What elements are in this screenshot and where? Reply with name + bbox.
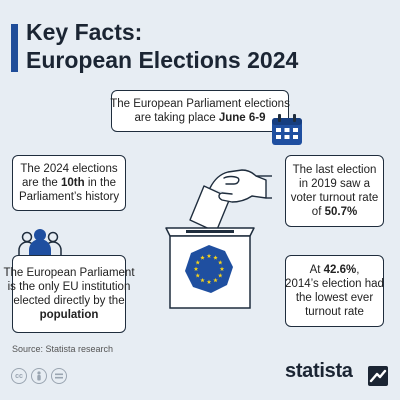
fact-box-direct-election: The European Parliament is the only EU i… [3,255,135,333]
eu-star [219,266,225,271]
eu-star [195,260,201,265]
eu-star [206,253,212,258]
direct-line-3: elected directly by the [13,295,125,307]
tenth-line-2-prefix: are the [22,177,62,189]
eu-star [217,273,223,278]
eu-star [193,266,199,271]
tenth-line-2-suffix: in the [84,177,116,189]
license-icons: cc [11,368,67,384]
eu-star [200,277,205,283]
calendar-icon [272,114,302,145]
fact-box-turnout-2019: The last election in 2019 saw a voter tu… [285,155,384,227]
direct-line-2: is the only EU institution [7,281,131,293]
title-line-2: European Elections 2024 [26,47,299,73]
attribution-icon[interactable] [31,368,47,384]
source-note: Source: Statista research [12,344,114,354]
page-title: Key Facts: European Elections 2024 [26,18,366,74]
dates-line-2-prefix: are taking place [134,112,219,124]
lowest-line-4: turnout rate [305,306,364,318]
fact-box-tenth-election: The 2024 elections are the 10th in the P… [12,155,126,211]
lowest-line-1-suffix: , [356,264,360,276]
statista-logo-icon[interactable] [368,366,388,386]
turnout-2019-line-4-prefix: of [311,206,325,218]
dates-highlight: June 6-9 [218,112,266,124]
title-line-1: Key Facts: [26,19,143,45]
turnout-2019-line-2: in 2019 saw a [299,178,370,190]
direct-highlight: population [39,309,99,321]
statista-brand[interactable]: statista [285,360,353,382]
eu-star [213,277,218,283]
eu-star [217,260,223,265]
eu-flag-icon [185,245,233,293]
turnout-2019-highlight: 50.7% [324,206,358,218]
tenth-line-3: Parliament’s history [18,191,120,203]
tenth-line-1: The 2024 elections [20,163,118,175]
eu-star [206,279,212,284]
lowest-line-1-prefix: At [309,264,324,276]
eu-star [200,255,205,260]
eu-star [213,255,218,260]
tenth-highlight: 10th [61,177,85,189]
lowest-highlight: 42.6% [323,264,357,276]
lowest-line-2: 2014’s election had [285,278,384,290]
people-icon [18,229,62,258]
turnout-2019-line-3: voter turnout rate [290,192,379,204]
cc-icon[interactable]: cc [11,368,27,384]
fact-box-lowest-turnout: At 42.6%, 2014’s election had the lowest… [285,255,384,327]
direct-line-1: The European Parliament [3,267,135,279]
fact-box-election-dates: The European Parliament elections are ta… [110,90,290,132]
dates-line-1: The European Parliament elections [110,98,290,110]
title-accent-bar [11,24,18,72]
no-derivatives-icon[interactable] [51,368,67,384]
lowest-line-3: the lowest ever [295,292,374,304]
eu-star [195,273,201,278]
turnout-2019-line-1: The last election [292,164,377,176]
